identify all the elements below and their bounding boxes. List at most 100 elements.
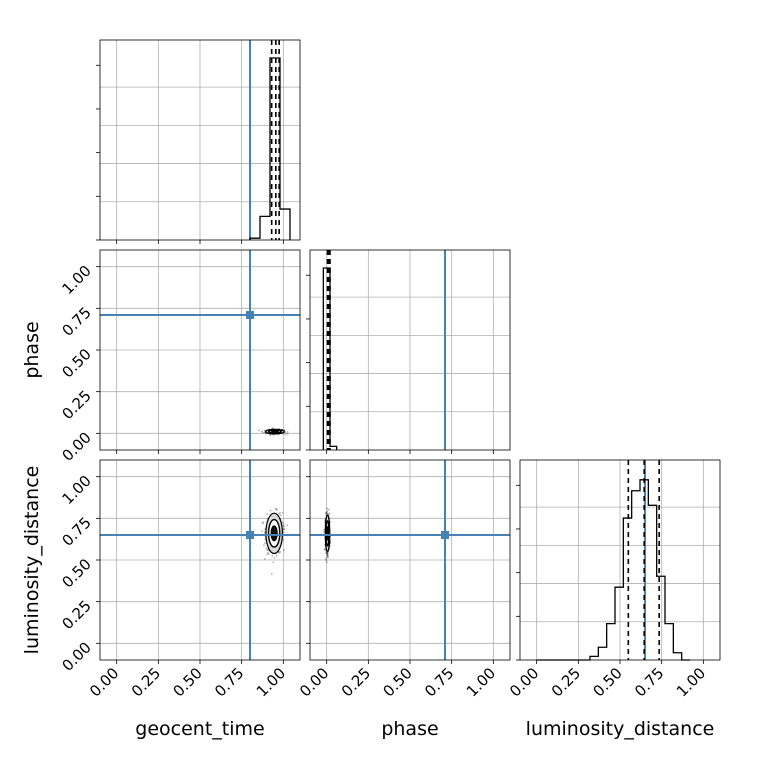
sample-point xyxy=(326,554,329,557)
sample-point xyxy=(327,556,329,559)
sample-point xyxy=(327,555,329,557)
sample-point xyxy=(262,521,265,524)
x-tick-label: 0.25 xyxy=(338,664,374,700)
sample-point xyxy=(278,551,280,554)
sample-point xyxy=(266,513,269,515)
sample-point xyxy=(275,554,278,557)
sample-point xyxy=(283,525,286,528)
joint-panel-phase-luminosity_distance: 0.00 0.25 0.50 0.75 1.00 xyxy=(296,459,511,700)
sample-point xyxy=(267,553,270,555)
x-tick-label: 0.00 xyxy=(86,664,122,700)
sample-point xyxy=(326,552,329,555)
sample-point xyxy=(283,531,285,534)
x-tick-label: 0.75 xyxy=(421,664,457,700)
sample-point xyxy=(261,431,264,434)
sample-point xyxy=(258,429,260,432)
y-tick-label: 0.50 xyxy=(58,345,94,381)
sample-point xyxy=(282,527,285,530)
sample-point xyxy=(283,428,286,431)
marginal-panel-phase xyxy=(306,249,511,454)
x-tick-label: 0.75 xyxy=(211,664,247,700)
x-tick-label: 0.50 xyxy=(589,664,625,700)
sample-point xyxy=(328,513,331,516)
x-tick-label: 0.00 xyxy=(506,664,542,700)
x-tick-label: 0.75 xyxy=(631,664,667,700)
sample-point xyxy=(324,548,327,551)
sample-point xyxy=(261,530,264,532)
y-tick-label: 0.00 xyxy=(58,428,94,464)
sample-point xyxy=(325,552,328,555)
joint-panel-geocent_time-phase: 0.00 0.25 0.50 0.75 1.00 xyxy=(58,249,301,465)
sample-point xyxy=(272,427,274,429)
sample-point xyxy=(277,513,280,515)
contour-inner xyxy=(270,525,278,542)
histogram-step xyxy=(322,267,338,450)
joint-panel-geocent_time-luminosity_distance: 0.00 0.25 0.50 0.75 1.000.000.250.500.751.00 xyxy=(58,459,301,700)
sample-point xyxy=(269,509,272,512)
sample-point xyxy=(279,514,282,517)
sample-point xyxy=(326,561,328,564)
x-tick-label: 1.00 xyxy=(463,664,499,700)
sample-point xyxy=(325,552,328,555)
histogram-step xyxy=(536,479,690,661)
y-axis-label-phase: phase xyxy=(21,321,43,378)
sample-point xyxy=(286,431,289,433)
x-axis-label-geocent_time: geocent_time xyxy=(135,718,264,740)
sample-point xyxy=(274,507,277,510)
sample-point xyxy=(327,512,330,515)
x-tick-label: 0.25 xyxy=(548,664,584,700)
sample-point xyxy=(275,508,278,511)
sample-point xyxy=(327,508,330,511)
x-tick-label: 1.00 xyxy=(673,664,709,700)
sample-point xyxy=(263,531,266,534)
sample-point xyxy=(325,512,328,515)
sample-point xyxy=(284,431,287,433)
contour-inner xyxy=(326,526,329,541)
sample-point xyxy=(326,507,328,510)
sample-point xyxy=(281,511,284,514)
sample-point xyxy=(263,544,265,547)
sample-point xyxy=(266,549,269,551)
sample-point xyxy=(325,513,327,516)
sample-point xyxy=(270,572,273,575)
sample-point xyxy=(271,554,274,557)
x-tick-label: 0.50 xyxy=(169,664,205,700)
y-tick-label: 0.25 xyxy=(58,597,94,633)
sample-point xyxy=(325,558,327,561)
y-tick-label: 1.00 xyxy=(58,472,94,508)
sample-point xyxy=(326,552,329,555)
sample-point xyxy=(263,429,266,432)
sample-point xyxy=(325,559,328,562)
truth-marker xyxy=(441,531,449,539)
sample-point xyxy=(267,551,270,554)
sample-point xyxy=(263,558,266,560)
contour-inner xyxy=(271,430,279,434)
sample-point xyxy=(282,524,285,527)
y-axis-label-luminosity_distance: luminosity_distance xyxy=(21,466,43,655)
sample-point xyxy=(279,551,282,553)
y-tick-label: 0.50 xyxy=(58,555,94,591)
sample-point xyxy=(282,522,285,525)
sample-point xyxy=(326,510,329,513)
sample-point xyxy=(283,549,285,552)
sample-point xyxy=(326,554,329,557)
x-tick-label: 0.50 xyxy=(379,664,415,700)
sample-point xyxy=(326,554,329,557)
x-tick-label: 1.00 xyxy=(253,664,289,700)
sample-point xyxy=(279,512,281,514)
sample-point xyxy=(286,524,289,527)
marginal-panel-luminosity_distance: 0.00 0.25 0.50 0.75 1.00 xyxy=(506,459,721,700)
truth-marker xyxy=(246,311,254,319)
marginal-panel-geocent_time xyxy=(96,39,301,244)
sample-point xyxy=(275,508,278,511)
sample-point xyxy=(273,556,276,559)
sample-point xyxy=(272,561,275,564)
sample-point xyxy=(264,432,267,435)
sample-point xyxy=(283,528,285,531)
sample-point xyxy=(286,432,289,435)
sample-point xyxy=(326,556,328,559)
sample-point xyxy=(325,551,328,554)
sample-point xyxy=(265,547,268,550)
y-tick-label: 0.75 xyxy=(58,303,94,339)
sample-point xyxy=(264,542,266,545)
